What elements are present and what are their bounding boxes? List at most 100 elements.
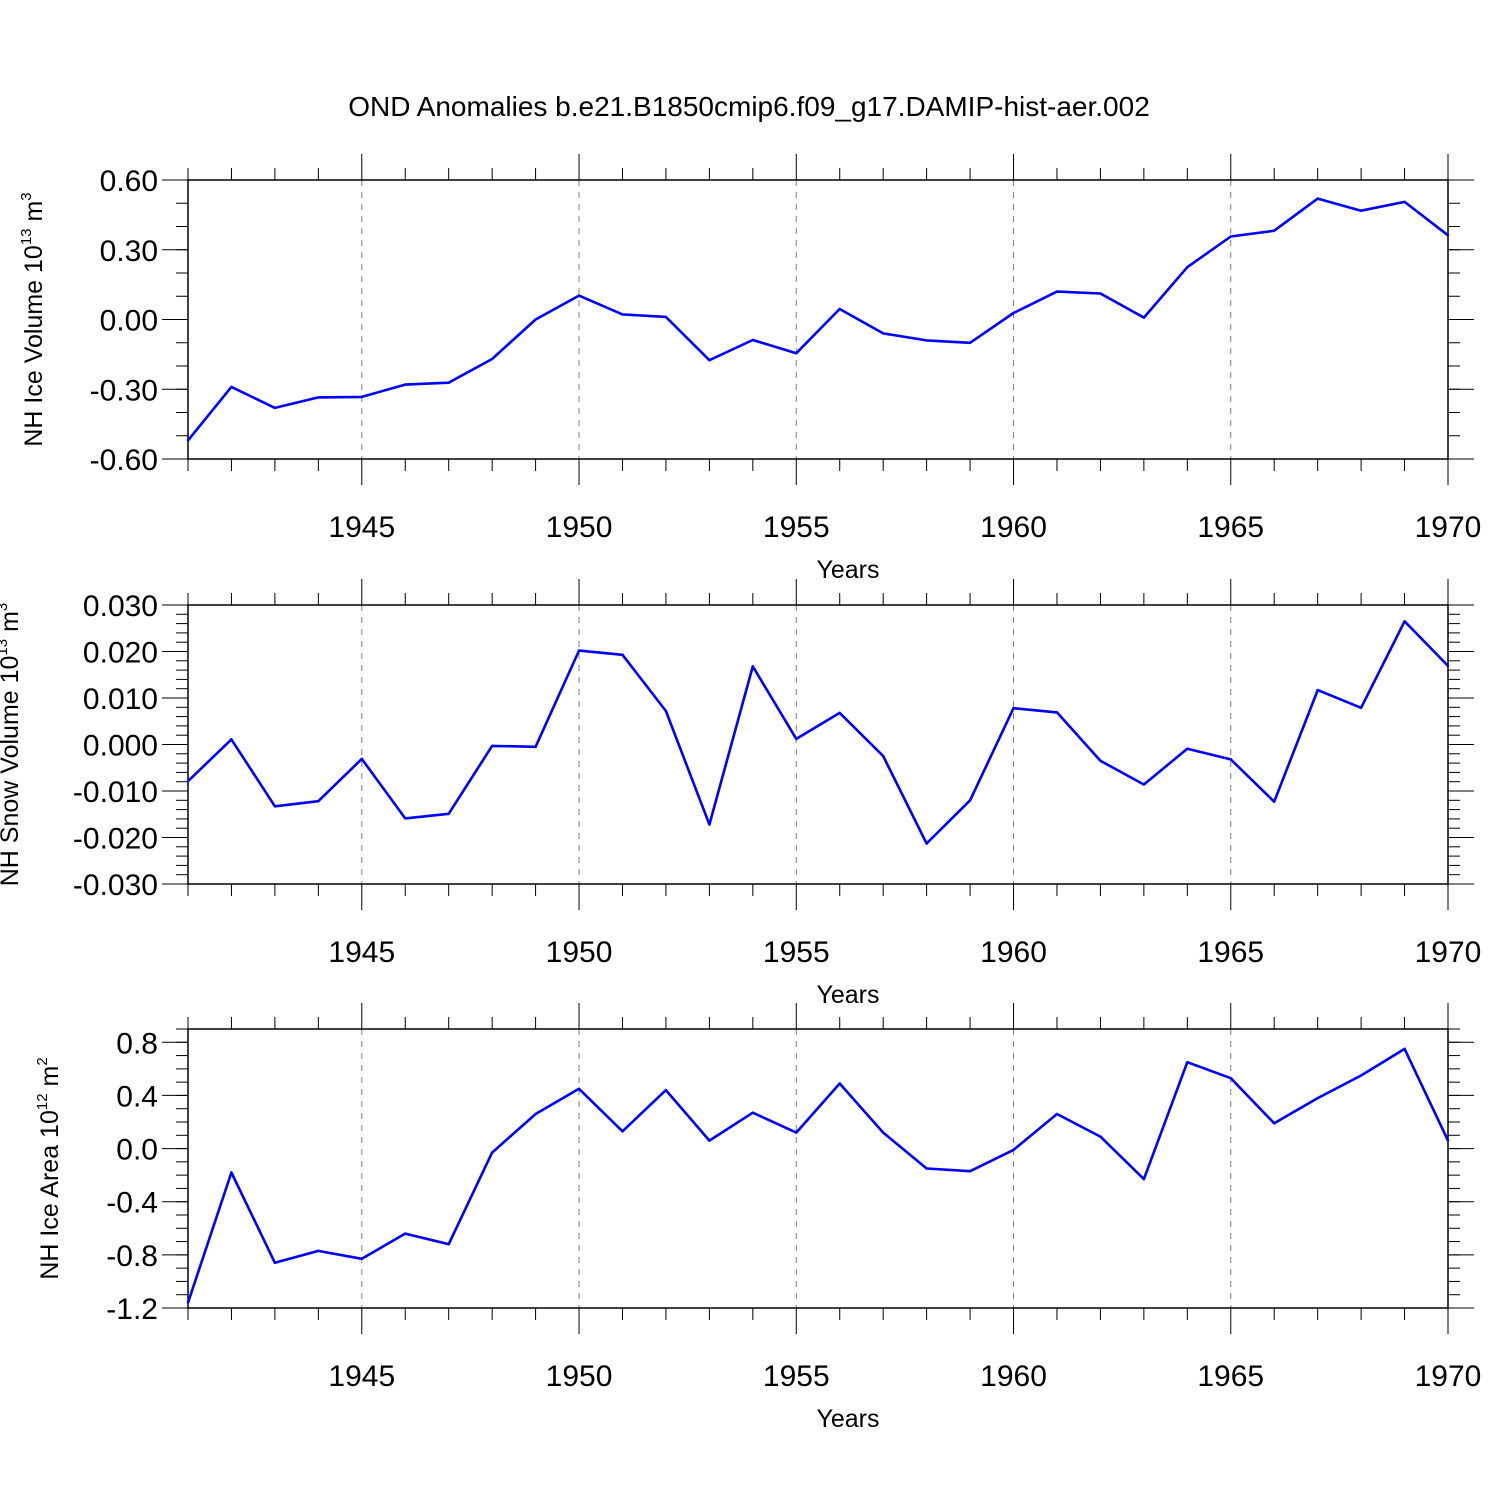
data-point (230, 1171, 233, 1174)
data-point (317, 800, 320, 803)
data-point (186, 1301, 190, 1304)
data-point (360, 395, 363, 399)
data-point (186, 439, 190, 442)
data-point (1273, 229, 1276, 232)
data-line (186, 197, 1449, 442)
y-label-text: NH Ice Area 10 (36, 1110, 64, 1280)
y-label-exponent: 13 (0, 639, 11, 656)
y-tick-label: -0.4 (106, 1187, 158, 1220)
data-point (230, 385, 233, 389)
data-point (447, 812, 450, 815)
data-point (1446, 664, 1450, 668)
data-point (490, 744, 494, 748)
data-point (404, 817, 407, 820)
figure-title: OND Anomalies b.e21.B1850cmip6.f09_g17.D… (348, 91, 1150, 122)
x-axis-label: Years (816, 556, 879, 584)
data-point (664, 315, 668, 319)
data-point (360, 757, 363, 761)
x-tick-label: 1965 (1197, 511, 1264, 544)
data-point (1316, 197, 1319, 200)
data-point (751, 1111, 755, 1114)
data-point (1142, 783, 1146, 786)
data-point (968, 341, 972, 344)
data-point (925, 1167, 928, 1170)
data-point (534, 318, 537, 321)
data-point (1229, 235, 1232, 238)
x-tick-label: 1955 (763, 1360, 830, 1393)
data-point (1403, 200, 1406, 204)
data-point (447, 381, 450, 384)
data-point (1099, 1135, 1102, 1138)
data-point (1273, 1122, 1276, 1125)
data-point (360, 1257, 363, 1261)
data-point (404, 383, 407, 386)
y-tick-label: 0.020 (83, 637, 158, 670)
data-point (968, 1169, 972, 1173)
data-line (187, 619, 1449, 845)
data-point (708, 1139, 711, 1142)
data-point (230, 738, 233, 741)
data-point (1012, 311, 1015, 315)
y-tick-label: -0.020 (73, 823, 158, 856)
y-label-exponent: 12 (34, 1093, 51, 1110)
data-point (1229, 1076, 1232, 1080)
data-point (838, 711, 841, 715)
data-point (838, 307, 841, 311)
data-point (1359, 706, 1363, 709)
data-point (1359, 209, 1363, 212)
y-axis-label: NH Ice Area 1012 m2 (34, 1057, 64, 1279)
data-point (708, 823, 711, 826)
data-point (708, 358, 711, 362)
y-tick-label: -0.030 (73, 869, 158, 902)
x-tick-label: 1945 (328, 511, 395, 544)
x-tick-label: 1970 (1415, 511, 1482, 544)
y-tick-label: 0.010 (83, 683, 158, 716)
data-point (404, 1232, 407, 1235)
data-point (621, 1130, 624, 1133)
y-tick-label: 0.8 (116, 1027, 158, 1060)
data-point (881, 332, 885, 335)
data-point (1403, 620, 1406, 623)
data-point (577, 649, 581, 652)
data-point (1012, 1148, 1015, 1152)
x-tick-label: 1950 (546, 1360, 613, 1393)
y-tick-label: 0.00 (100, 305, 158, 338)
data-point (1055, 711, 1059, 714)
data-point (1229, 758, 1232, 761)
data-point (621, 313, 624, 316)
data-point (621, 653, 624, 656)
x-tick-label: 1965 (1197, 936, 1264, 969)
data-point (273, 406, 277, 410)
data-point (1186, 265, 1189, 269)
x-tick-label: 1960 (980, 511, 1047, 544)
data-point (1099, 759, 1102, 762)
data-point (1186, 1061, 1189, 1064)
y-label-exponent: 13 (18, 228, 35, 245)
data-point (795, 737, 798, 741)
y-tick-label: -0.60 (90, 444, 158, 477)
x-tick-label: 1955 (763, 936, 830, 969)
y-tick-label: 0.4 (116, 1080, 158, 1113)
data-point (925, 339, 928, 342)
data-point (1055, 1112, 1059, 1116)
data-point (577, 1087, 581, 1090)
x-tick-label: 1960 (980, 1360, 1047, 1393)
x-tick-label: 1945 (328, 936, 395, 969)
chart-panel-3: 1945 1950 1955 1960 1965 1970 Years -1.2 -0.8 -0.… (34, 1003, 1481, 1433)
data-point (534, 745, 537, 749)
chart-panel-2: 1945 1950 1955 1960 1965 1970 Years -0.030 -0.02… (0, 579, 1481, 1009)
y-label-unit: m (36, 1066, 64, 1094)
y-label-unit: m (20, 201, 48, 229)
data-point (317, 396, 320, 399)
y-label-text: NH Snow Volume 10 (0, 656, 24, 887)
y-axis-label: NH Ice Volume 1013 m3 (18, 192, 48, 446)
chart-panel-1: 1945 1950 1955 1960 1965 1970 Years -0.60 -0.30 0… (18, 154, 1481, 584)
data-point (1142, 1177, 1146, 1181)
x-axis-label: Years (816, 1405, 879, 1433)
data-point (795, 352, 798, 355)
data-point (1316, 688, 1319, 692)
data-point (838, 1082, 841, 1085)
y-axis-label: NH Snow Volume 1013 m3 (0, 603, 24, 887)
